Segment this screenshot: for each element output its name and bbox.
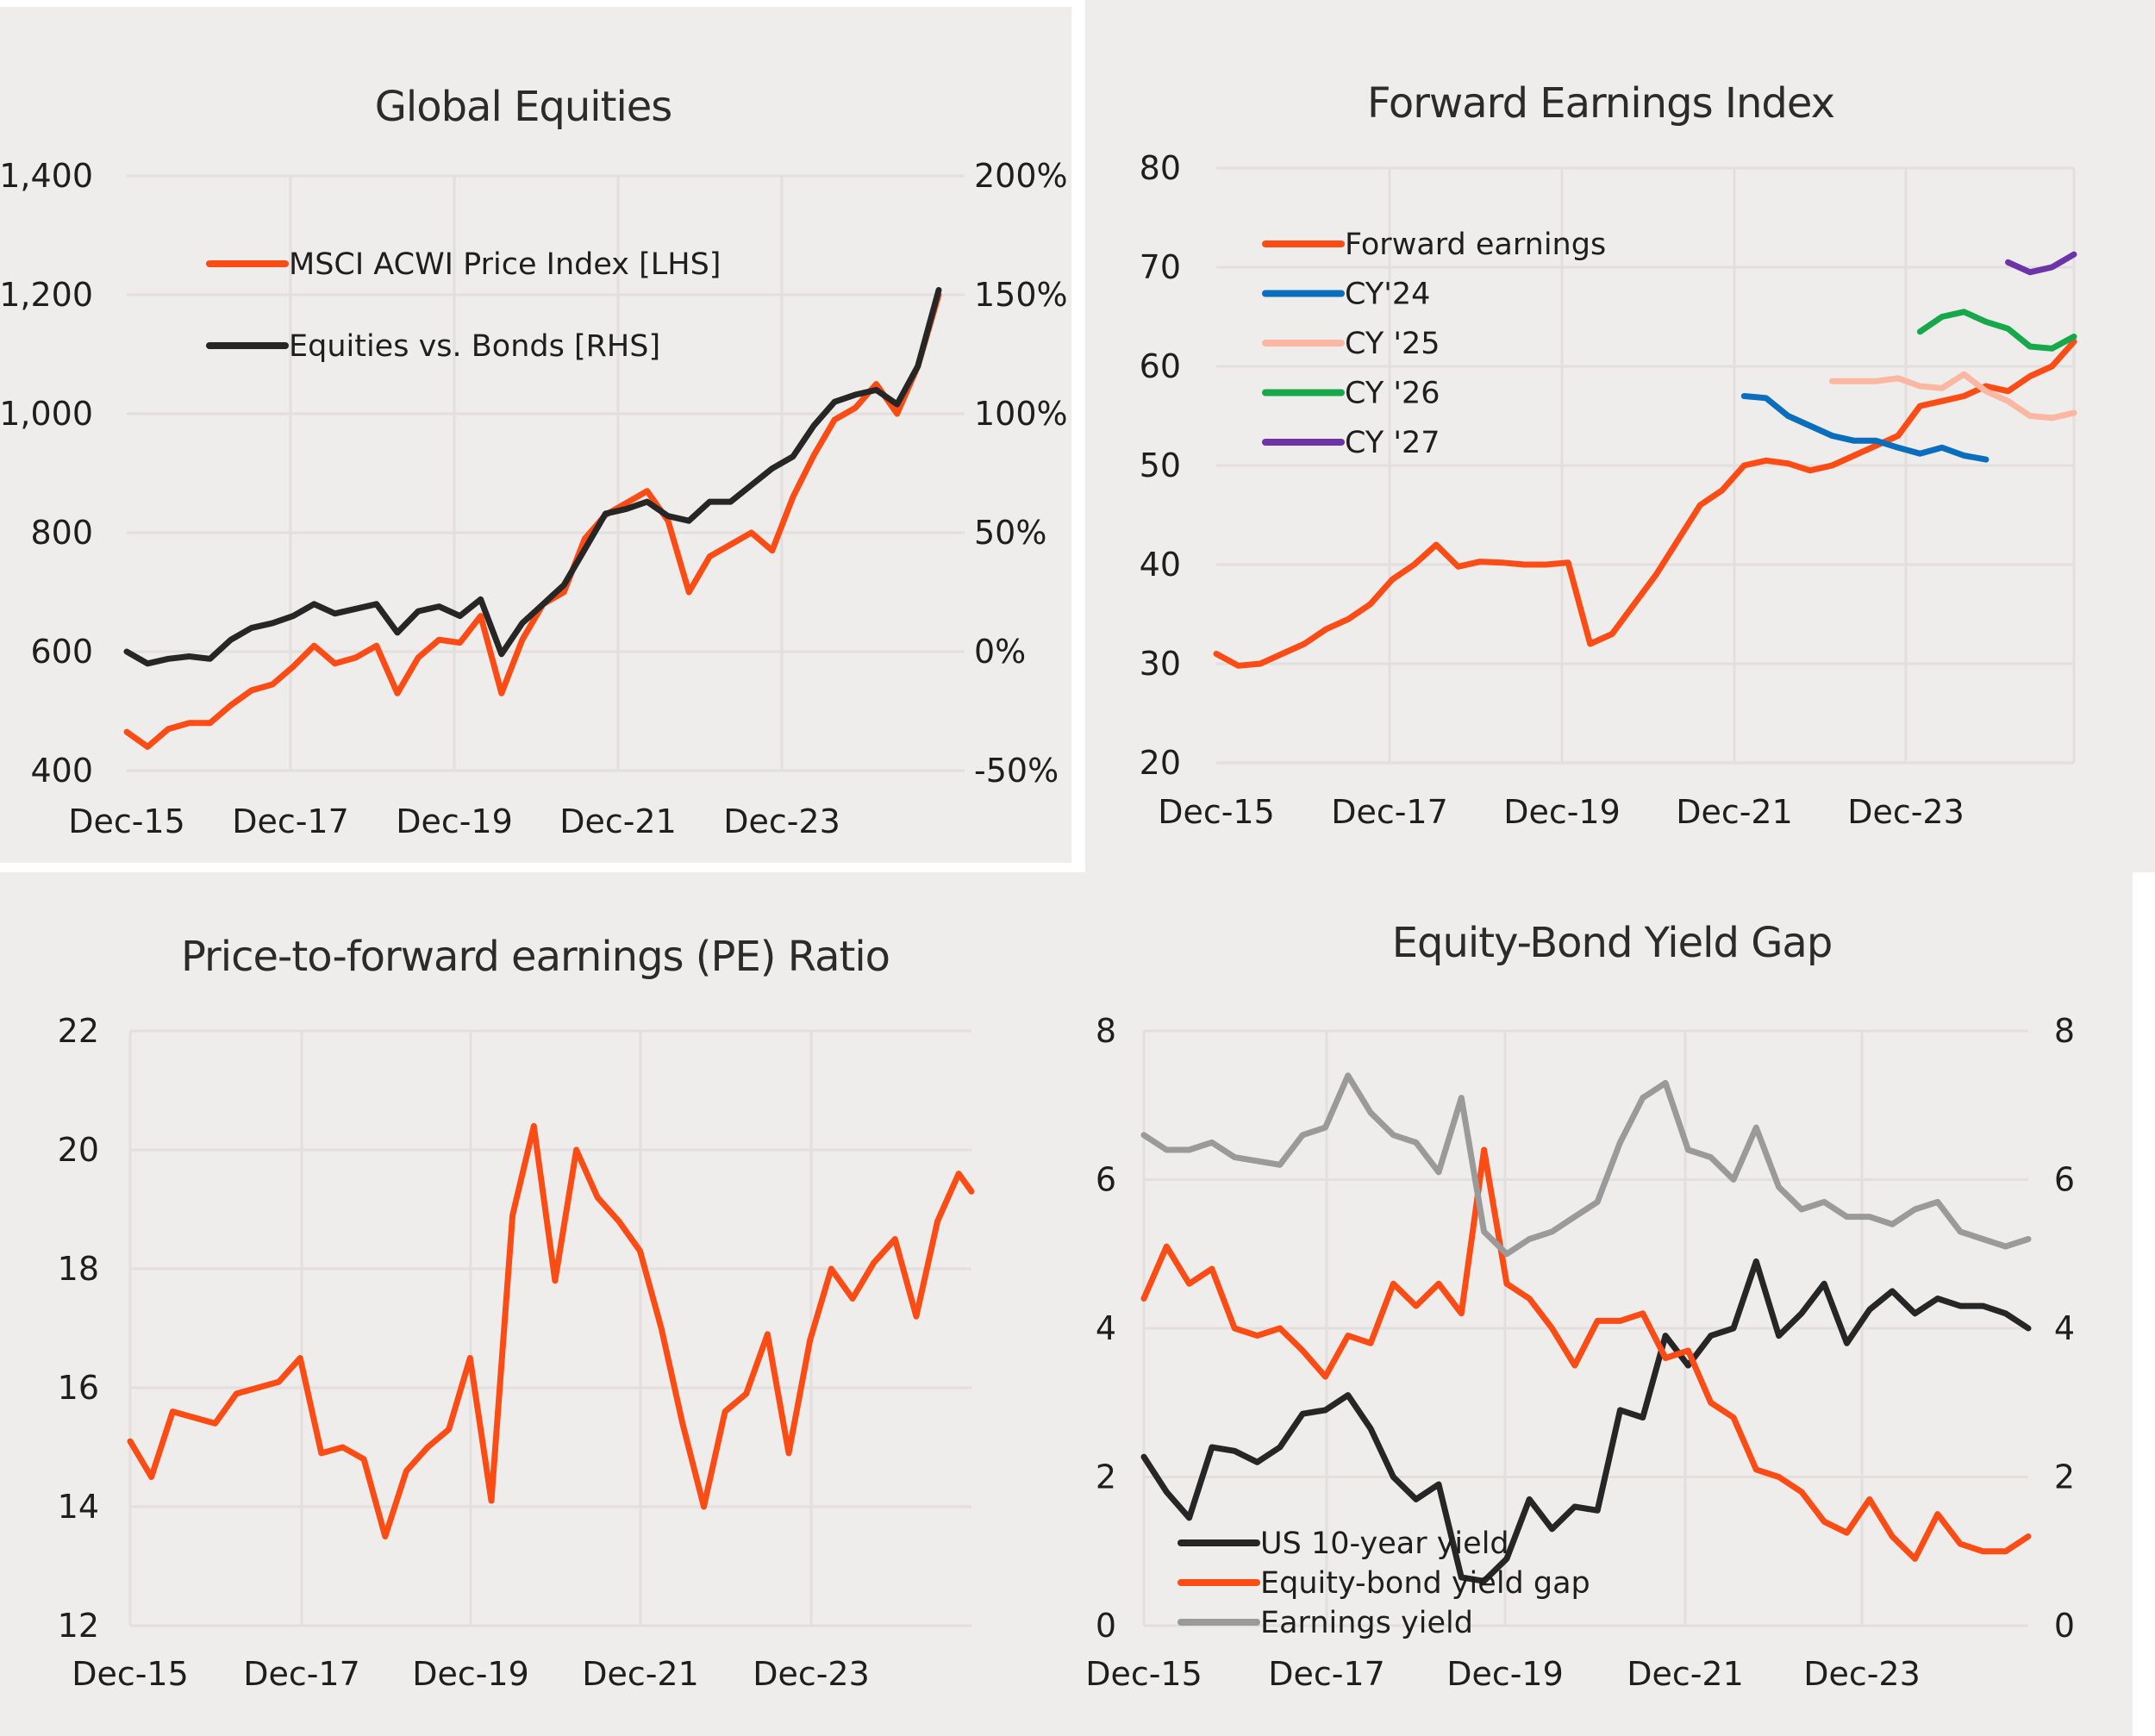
legend-label: CY '27 — [1345, 426, 1440, 460]
y-tick-right: 0 — [2054, 1607, 2075, 1645]
series-line-cy-25 — [1828, 371, 2077, 422]
y-tick-left: 6 — [1096, 1161, 1116, 1199]
x-tick: Dec-21 — [1627, 1655, 1744, 1693]
series-line-cy-26 — [1916, 309, 2077, 352]
x-tick: Dec-19 — [412, 1655, 529, 1693]
y-tick-right: 8 — [2054, 1012, 2075, 1050]
legend-label: Equities vs. Bonds [RHS] — [289, 329, 660, 364]
pe-ratio-panel — [0, 872, 1069, 1736]
y-tick-right: 0% — [974, 633, 1026, 671]
y-tick-right: 200% — [974, 157, 1068, 195]
y-tick-left: 1,400 — [0, 157, 93, 195]
y-tick-right: 50% — [974, 514, 1046, 552]
chart-title-yield-gap: Equity-Bond Yield Gap — [1392, 919, 1833, 967]
x-tick: Dec-19 — [396, 802, 513, 840]
x-tick: Dec-17 — [1331, 793, 1448, 831]
x-tick: Dec-15 — [1158, 793, 1275, 831]
series-line-msci-acwi-price-index-lhs- — [123, 291, 942, 750]
x-tick: Dec-23 — [753, 1655, 870, 1693]
y-tick-right: 100% — [974, 395, 1068, 433]
x-tick: Dec-23 — [723, 802, 840, 840]
legend-label: CY '25 — [1345, 327, 1440, 361]
y-tick-left: 400 — [30, 752, 93, 790]
series-line-equities-vs-bonds-rhs- — [123, 287, 942, 667]
series-line-forward-earnings — [1213, 338, 2077, 669]
y-tick-left: 60 — [1140, 347, 1181, 385]
y-tick-left: 16 — [58, 1369, 99, 1407]
legend-label: MSCI ACWI Price Index [LHS] — [289, 247, 721, 282]
series-line-equity-bond-yield-gap — [1140, 1146, 2032, 1562]
y-tick-left: 22 — [58, 1012, 99, 1050]
y-tick-left: 4 — [1096, 1309, 1116, 1347]
x-tick: Dec-15 — [68, 802, 185, 840]
x-tick: Dec-21 — [559, 802, 677, 840]
legend-label: CY '26 — [1345, 377, 1440, 411]
series-line-earnings-yield — [1140, 1072, 2032, 1258]
pe-ratio-chart — [127, 1029, 975, 1627]
forward-earnings-index-chart — [1213, 166, 2077, 765]
x-tick: Dec-15 — [1085, 1655, 1202, 1693]
y-tick-left: 1,200 — [0, 276, 93, 314]
x-tick: Dec-21 — [1676, 793, 1793, 831]
x-tick: Dec-23 — [1803, 1655, 1921, 1693]
y-tick-left: 50 — [1140, 446, 1181, 484]
x-tick: Dec-19 — [1503, 793, 1621, 831]
y-tick-left: 70 — [1140, 248, 1181, 286]
global-equities-chart — [123, 174, 965, 772]
global-equities-panel — [0, 7, 1071, 863]
y-tick-left: 20 — [1140, 744, 1181, 782]
series-line-us-10-year-yield — [1140, 1258, 2032, 1584]
x-tick: Dec-21 — [582, 1655, 699, 1693]
series-line-pe-ratio — [127, 1122, 975, 1539]
y-tick-right: -50% — [974, 752, 1059, 790]
y-tick-left: 0 — [1096, 1607, 1116, 1645]
y-tick-left: 12 — [58, 1607, 99, 1645]
y-tick-left: 14 — [58, 1488, 99, 1526]
x-tick: Dec-17 — [232, 802, 349, 840]
chart-title-pe-ratio: Price-to-forward earnings (PE) Ratio — [181, 933, 890, 981]
y-tick-right: 6 — [2054, 1161, 2075, 1199]
legend-label: CY'24 — [1345, 278, 1430, 312]
y-tick-left: 40 — [1140, 546, 1181, 584]
y-tick-right: 150% — [974, 276, 1068, 314]
x-tick: Dec-19 — [1446, 1655, 1564, 1693]
chart-title-forward-earnings: Forward Earnings Index — [1367, 79, 1834, 128]
x-tick: Dec-17 — [1268, 1655, 1385, 1693]
equity-bond-yield-gap-chart — [1140, 1029, 2032, 1627]
legend-label: Equity-bond yield gap — [1260, 1566, 1590, 1601]
x-tick: Dec-17 — [243, 1655, 360, 1693]
series-line-cy-27 — [2005, 251, 2077, 276]
forward-earnings-panel — [1085, 0, 2155, 872]
x-tick: Dec-15 — [72, 1655, 189, 1693]
y-tick-right: 4 — [2054, 1309, 2075, 1347]
y-tick-right: 2 — [2054, 1458, 2075, 1496]
y-tick-left: 8 — [1096, 1012, 1116, 1050]
y-tick-left: 18 — [58, 1250, 99, 1288]
series-line-cy-24 — [1740, 393, 1989, 463]
y-tick-left: 2 — [1096, 1458, 1116, 1496]
y-tick-left: 1,000 — [0, 395, 93, 433]
y-tick-left: 800 — [30, 514, 93, 552]
y-tick-left: 30 — [1140, 645, 1181, 683]
y-tick-left: 80 — [1140, 149, 1181, 187]
y-tick-left: 20 — [58, 1131, 99, 1169]
legend-label: Forward earnings — [1345, 228, 1606, 262]
y-tick-left: 600 — [30, 633, 93, 671]
legend-label: Earnings yield — [1260, 1606, 1473, 1640]
legend-label: US 10-year yield — [1260, 1527, 1509, 1561]
chart-title-global-equities: Global Equities — [375, 83, 672, 131]
x-tick: Dec-23 — [1847, 793, 1964, 831]
